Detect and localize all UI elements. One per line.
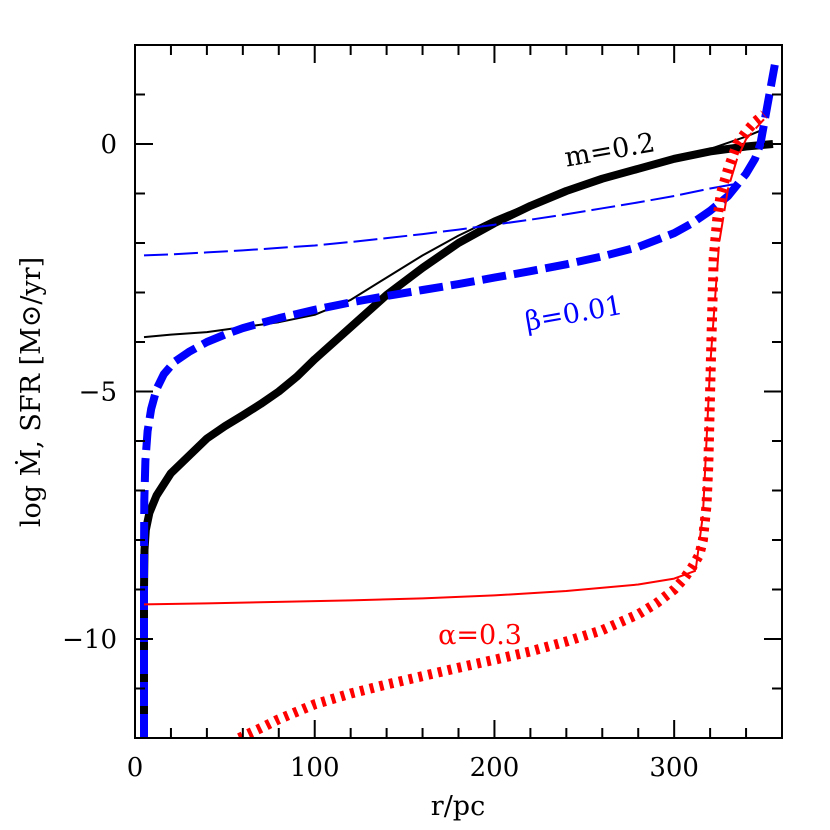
y-axis-title: log Ṁ, SFR [M⊙/yr] [14,257,47,527]
annotation-label-3: α=0.3 [438,620,522,651]
series-line-5 [143,569,697,606]
x-tick-label: 200 [470,753,520,783]
annotation-layer: m=0.2β=0.01α=0.3 [438,127,657,651]
y-tick-label: −5 [79,378,117,408]
x-tick-label: 0 [127,753,144,783]
series-line-2 [140,140,774,738]
annotation-label-2: β=0.01 [523,290,625,338]
series-line-4 [140,64,779,738]
x-tick-label: 100 [290,753,340,783]
x-tick-label: 300 [649,753,699,783]
tick-layer [134,45,782,739]
y-tick-label: −10 [62,625,117,655]
series-line-3 [143,182,738,257]
x-axis-title: r/pc [431,791,485,822]
tick-label-layer: 0 100 200 300 −10 −5 0 [62,130,699,783]
y-tick-label: 0 [100,130,117,160]
series-layer [140,64,779,738]
series-line-6 [694,118,765,570]
